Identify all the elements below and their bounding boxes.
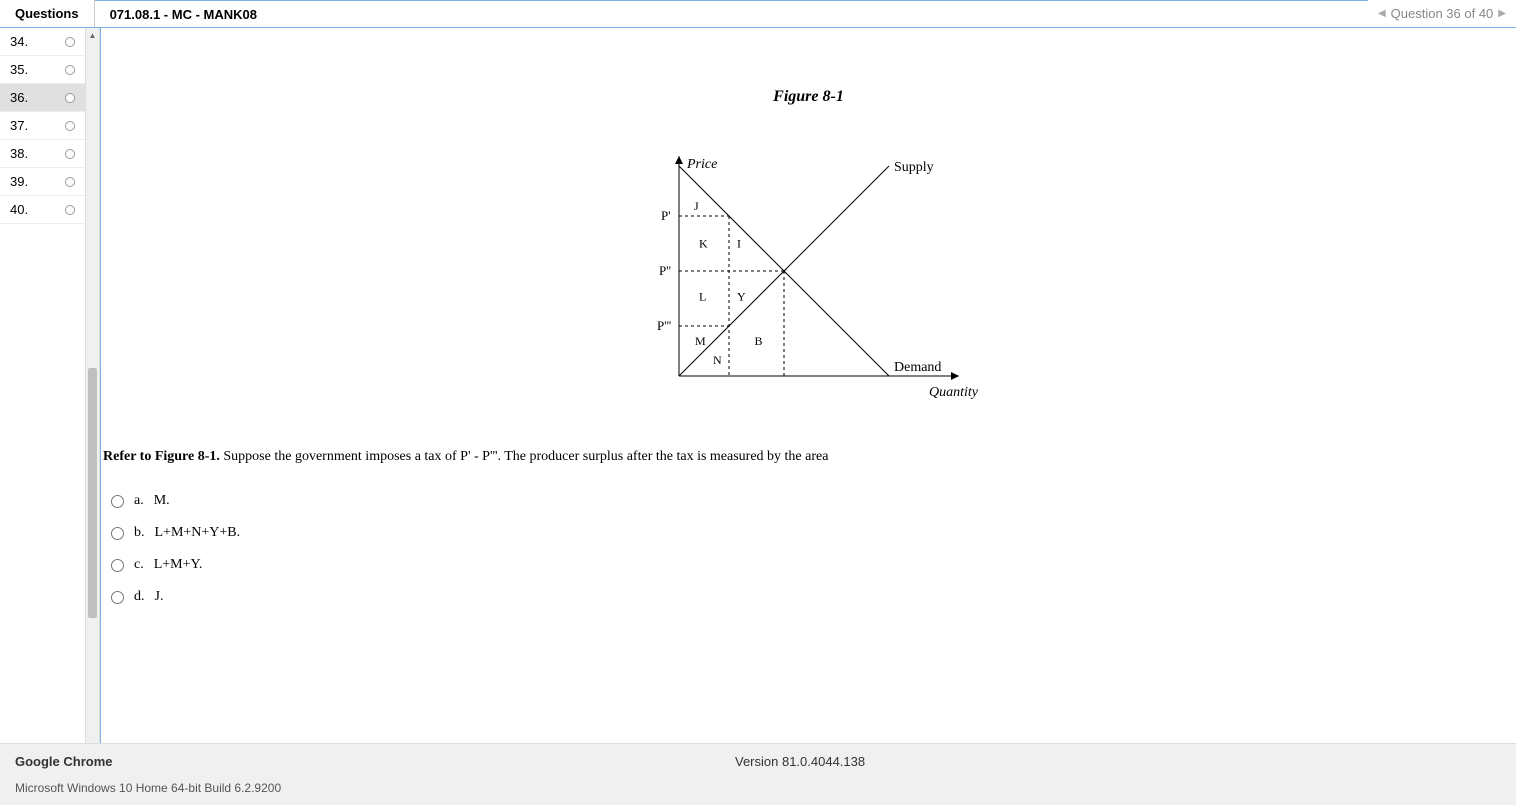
- sidebar-list: 34. 35. 36. 37. 38. 39. 40.: [0, 28, 85, 743]
- question-number: 38.: [10, 146, 28, 161]
- browser-version: Version 81.0.4044.138: [735, 754, 865, 769]
- question-number: 34.: [10, 34, 28, 49]
- prev-question-icon[interactable]: ◀: [1378, 8, 1386, 19]
- question-prefix: Refer to Figure 8-1.: [103, 449, 220, 464]
- answer-list: a. M. b. L+M+N+Y+B. c. L+M+Y. d. J.: [111, 485, 1516, 613]
- sidebar-item-q37[interactable]: 37.: [0, 112, 85, 140]
- svg-text:B: B: [754, 334, 762, 348]
- question-sidebar: 34. 35. 36. 37. 38. 39. 40. ▲: [0, 28, 100, 743]
- os-label: Microsoft Windows 10 Home 64-bit Build 6…: [15, 781, 1501, 795]
- svg-text:Quantity: Quantity: [929, 385, 979, 400]
- question-status-radio: [65, 37, 75, 47]
- questions-tab-label[interactable]: Questions: [0, 0, 95, 27]
- answer-radio[interactable]: [111, 495, 124, 508]
- svg-text:Demand: Demand: [894, 360, 941, 375]
- sidebar-item-q39[interactable]: 39.: [0, 168, 85, 196]
- svg-text:K: K: [699, 237, 708, 251]
- question-number: 36.: [10, 90, 28, 105]
- next-question-icon[interactable]: ▶: [1498, 8, 1506, 19]
- main-area: 34. 35. 36. 37. 38. 39. 40. ▲ Figure 8-1 × Pric…: [0, 28, 1516, 743]
- question-number: 35.: [10, 62, 28, 77]
- question-status-radio: [65, 205, 75, 215]
- answer-radio[interactable]: [111, 527, 124, 540]
- supply-demand-chart: × Price Quantity Supply Demand P' P'' P''' J K I L Y…: [629, 146, 989, 406]
- answer-text: M.: [154, 493, 170, 509]
- answer-text: J.: [155, 589, 164, 605]
- svg-text:P''': P''': [657, 318, 671, 333]
- figure-area: Figure 8-1 × Price Quantity Supply Demand P' P…: [101, 88, 1516, 409]
- sidebar-item-q36[interactable]: 36.: [0, 84, 85, 112]
- question-prompt: Refer to Figure 8-1. Suppose the governm…: [101, 449, 1516, 465]
- sidebar-scrollbar[interactable]: ▲: [85, 28, 99, 743]
- footer: Google Chrome Version 81.0.4044.138 Micr…: [0, 743, 1516, 805]
- question-status-radio: [65, 121, 75, 131]
- question-id-label: 071.08.1 - MC - MANK08: [95, 0, 1368, 27]
- svg-text:J: J: [694, 199, 699, 213]
- question-body: Suppose the government imposes a tax of …: [220, 449, 829, 464]
- question-number: 37.: [10, 118, 28, 133]
- answer-option-b[interactable]: b. L+M+N+Y+B.: [111, 517, 1516, 549]
- answer-radio[interactable]: [111, 559, 124, 572]
- question-number: 39.: [10, 174, 28, 189]
- svg-text:P'': P'': [659, 263, 671, 278]
- question-nav: ◀ Question 36 of 40 ▶: [1368, 0, 1516, 27]
- svg-text:Y: Y: [737, 290, 746, 304]
- svg-text:M: M: [695, 334, 706, 348]
- figure-title: Figure 8-1: [101, 88, 1516, 106]
- sidebar-item-q34[interactable]: 34.: [0, 28, 85, 56]
- sidebar-item-q40[interactable]: 40.: [0, 196, 85, 224]
- scroll-thumb[interactable]: [88, 368, 97, 618]
- question-number: 40.: [10, 202, 28, 217]
- question-status-radio: [65, 65, 75, 75]
- answer-letter: b.: [134, 525, 145, 541]
- svg-text:N: N: [713, 353, 722, 367]
- answer-text: L+M+Y.: [154, 557, 203, 573]
- svg-text:L: L: [699, 290, 706, 304]
- svg-text:I: I: [737, 237, 741, 251]
- svg-text:×: ×: [781, 264, 788, 278]
- sidebar-item-q35[interactable]: 35.: [0, 56, 85, 84]
- scroll-up-icon[interactable]: ▲: [86, 28, 99, 42]
- answer-option-c[interactable]: c. L+M+Y.: [111, 549, 1516, 581]
- question-status-radio: [65, 177, 75, 187]
- answer-letter: d.: [134, 589, 145, 605]
- browser-label: Google Chrome: [15, 754, 735, 769]
- svg-text:Supply: Supply: [894, 160, 934, 175]
- question-counter: Question 36 of 40: [1391, 6, 1494, 21]
- top-bar: Questions 071.08.1 - MC - MANK08 ◀ Quest…: [0, 0, 1516, 28]
- answer-letter: a.: [134, 493, 144, 509]
- answer-option-a[interactable]: a. M.: [111, 485, 1516, 517]
- svg-text:Price: Price: [686, 157, 717, 172]
- answer-option-d[interactable]: d. J.: [111, 581, 1516, 613]
- question-status-radio: [65, 149, 75, 159]
- answer-text: L+M+N+Y+B.: [155, 525, 241, 541]
- question-status-radio: [65, 93, 75, 103]
- answer-letter: c.: [134, 557, 144, 573]
- answer-radio[interactable]: [111, 591, 124, 604]
- svg-text:P': P': [661, 208, 671, 223]
- question-content: Figure 8-1 × Price Quantity Supply Demand P' P…: [100, 28, 1516, 743]
- sidebar-item-q38[interactable]: 38.: [0, 140, 85, 168]
